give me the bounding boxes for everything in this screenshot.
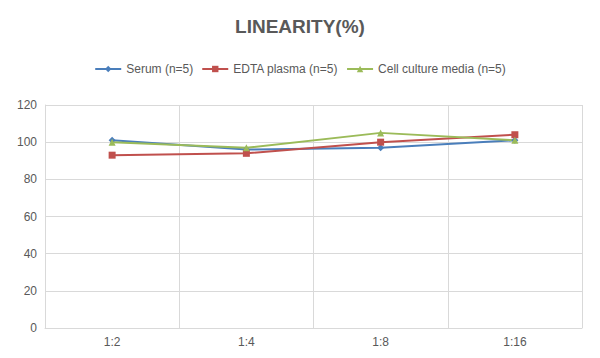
svg-text:1:2: 1:2 bbox=[104, 335, 121, 349]
svg-text:1:4: 1:4 bbox=[238, 335, 255, 349]
svg-text:20: 20 bbox=[24, 284, 38, 298]
svg-text:0: 0 bbox=[30, 321, 37, 335]
svg-text:80: 80 bbox=[24, 172, 38, 186]
svg-text:1:8: 1:8 bbox=[372, 335, 389, 349]
svg-text:Serum (n=5): Serum (n=5) bbox=[126, 62, 193, 76]
svg-text:LINEARITY(%): LINEARITY(%) bbox=[235, 16, 365, 37]
svg-text:EDTA plasma (n=5): EDTA plasma (n=5) bbox=[233, 62, 337, 76]
svg-text:1:16: 1:16 bbox=[503, 335, 527, 349]
svg-text:40: 40 bbox=[24, 247, 38, 261]
svg-text:Cell culture media (n=5): Cell culture media (n=5) bbox=[378, 62, 506, 76]
svg-text:100: 100 bbox=[17, 135, 37, 149]
svg-text:120: 120 bbox=[17, 98, 37, 112]
svg-text:60: 60 bbox=[24, 210, 38, 224]
